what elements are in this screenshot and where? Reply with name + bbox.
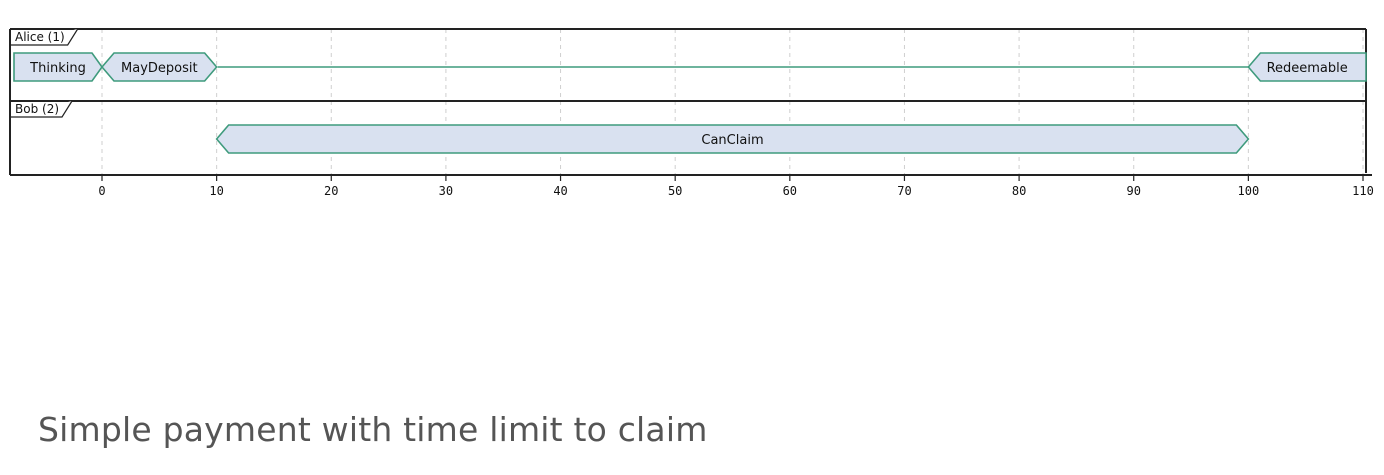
state-shape xyxy=(100,52,218,82)
state-thinking: Thinking xyxy=(13,52,103,82)
state-label: Thinking xyxy=(29,61,86,76)
state-label: Redeemable xyxy=(1267,61,1348,76)
lanes: Alice (1) Thinking MayDeposit Redeemable Bob… xyxy=(9,28,1367,175)
time-axis: 0 10 20 30 40 50 60 70 80 90 100 110 xyxy=(10,174,1374,198)
tick-label-110: 110 xyxy=(1352,184,1374,198)
tick-label-100: 100 xyxy=(1238,184,1260,198)
lane-label: Bob (2) xyxy=(15,102,59,116)
tick-label-40: 40 xyxy=(553,184,567,198)
state-redeemable: Redeemable xyxy=(1247,52,1367,82)
tick-label-70: 70 xyxy=(897,184,911,198)
lane-bob-2: Bob (2) CanClaim xyxy=(9,100,1367,175)
lane-tab xyxy=(10,28,79,46)
state-shape xyxy=(1247,52,1367,82)
state-shape xyxy=(215,124,1250,154)
tick-label-80: 80 xyxy=(1012,184,1026,198)
tick-label-30: 30 xyxy=(439,184,453,198)
state-canclaim: CanClaim xyxy=(215,124,1250,154)
tick-label-10: 10 xyxy=(209,184,223,198)
state-shape xyxy=(13,52,103,82)
lane-label: Alice (1) xyxy=(15,30,65,44)
state-maydeposit: MayDeposit xyxy=(100,52,218,82)
state-label: MayDeposit xyxy=(121,61,198,76)
tick-label-0: 0 xyxy=(98,184,105,198)
lane-tab xyxy=(10,100,73,118)
lane-alice-1: Alice (1) Thinking MayDeposit Redeemable xyxy=(9,28,1367,103)
tick-label-20: 20 xyxy=(324,184,338,198)
timing-diagram: Alice (1) Thinking MayDeposit Redeemable Bob… xyxy=(9,28,1374,198)
diagram-caption: Simple payment with time limit to claim xyxy=(38,410,708,449)
tick-label-60: 60 xyxy=(783,184,797,198)
state-label: CanClaim xyxy=(701,133,763,148)
tick-label-90: 90 xyxy=(1127,184,1141,198)
tick-label-50: 50 xyxy=(668,184,682,198)
